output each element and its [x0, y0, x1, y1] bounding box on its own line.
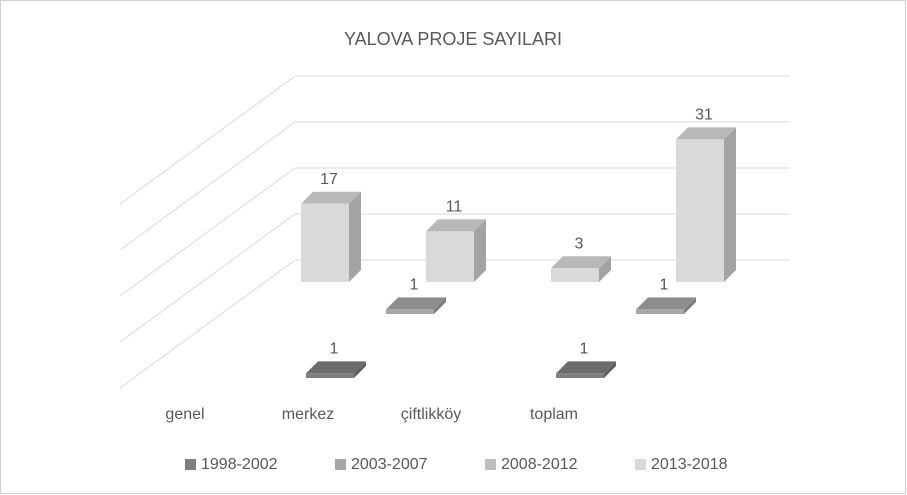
- bar-side: [684, 297, 696, 314]
- data-label: 1: [330, 341, 339, 358]
- bar: [386, 309, 434, 314]
- bar-side: [434, 297, 446, 314]
- bar: [551, 268, 599, 282]
- grid-line: [119, 121, 296, 251]
- bar: [306, 373, 354, 378]
- bar-top: [426, 219, 486, 232]
- legend-label: 1998-2002: [201, 456, 278, 473]
- bar-side: [604, 361, 616, 378]
- bar-top: [306, 361, 366, 374]
- bar-side: [349, 191, 361, 282]
- data-label: 11: [446, 199, 463, 216]
- bar-side: [354, 361, 366, 378]
- bar-top: [551, 256, 611, 269]
- bar-top: [386, 297, 446, 310]
- legend-label: 2013-2018: [651, 456, 728, 473]
- legend-swatch: [335, 459, 346, 470]
- grid-line: [119, 259, 296, 389]
- bar: [636, 309, 684, 314]
- data-label: 1: [660, 277, 669, 294]
- grid-line: [119, 75, 296, 205]
- legend-swatch: [485, 459, 496, 470]
- x-tick-label: genel: [165, 406, 204, 423]
- bar: [556, 373, 604, 378]
- x-tick-label: merkez: [282, 406, 334, 423]
- x-tick-label: toplam: [530, 406, 578, 423]
- chart-title: YALOVA PROJE SAYILARI: [344, 29, 562, 49]
- grid-line: [119, 167, 296, 297]
- bar-top: [676, 127, 736, 140]
- bar-side: [474, 219, 486, 282]
- data-label: 17: [320, 171, 338, 188]
- bar-top: [636, 297, 696, 310]
- grid-line: [119, 213, 296, 343]
- bar: [676, 139, 724, 282]
- legend-label: 2003-2007: [351, 456, 428, 473]
- legend-swatch: [635, 459, 646, 470]
- bar-top: [556, 361, 616, 374]
- legend-label: 2008-2012: [501, 456, 578, 473]
- bar-top: [301, 191, 361, 204]
- bar-side: [599, 256, 611, 282]
- data-label: 1: [580, 341, 589, 358]
- data-label: 3: [575, 235, 584, 252]
- data-label: 31: [695, 107, 713, 124]
- bar: [426, 231, 474, 282]
- legend-swatch: [185, 459, 196, 470]
- bar: [301, 203, 349, 282]
- x-tick-label: çiftlikköy: [401, 406, 461, 423]
- data-label: 1: [410, 277, 419, 294]
- bar-side: [724, 127, 736, 283]
